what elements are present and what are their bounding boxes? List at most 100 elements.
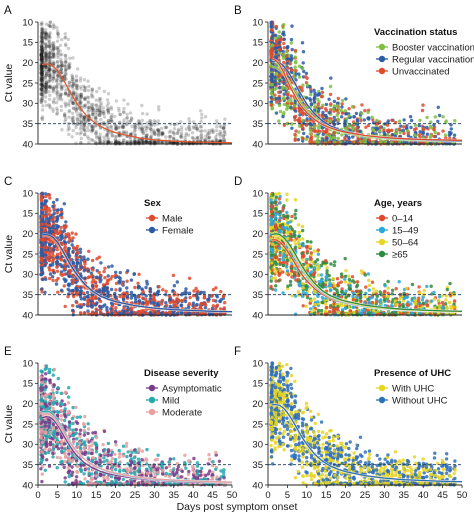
data-point — [275, 50, 278, 53]
panel-letter: A — [4, 5, 12, 17]
data-point — [72, 246, 75, 249]
data-point — [43, 259, 46, 262]
data-point — [177, 129, 180, 132]
data-point — [320, 309, 323, 312]
data-point — [83, 129, 86, 132]
data-point — [294, 118, 297, 121]
data-point — [144, 286, 147, 289]
data-point — [130, 296, 133, 299]
data-point — [351, 105, 354, 108]
data-point — [55, 256, 58, 259]
data-point — [285, 50, 288, 53]
data-point — [223, 118, 226, 121]
data-point — [375, 140, 378, 143]
data-point — [434, 115, 437, 118]
data-point — [41, 214, 44, 217]
data-point — [298, 231, 301, 234]
data-point — [52, 87, 55, 90]
data-point — [215, 125, 218, 128]
data-point — [278, 86, 281, 89]
data-point — [180, 125, 183, 128]
data-point — [290, 215, 293, 218]
data-point — [152, 295, 155, 298]
data-point — [275, 100, 278, 103]
data-point — [39, 83, 42, 86]
data-point — [78, 255, 81, 258]
data-point — [82, 85, 85, 88]
data-point — [320, 95, 323, 98]
data-point — [398, 131, 401, 134]
data-point — [142, 290, 145, 293]
data-point — [125, 286, 128, 289]
data-point — [333, 140, 336, 143]
data-point — [188, 296, 191, 299]
data-point — [48, 68, 51, 71]
data-point — [75, 78, 78, 81]
data-point — [122, 110, 125, 113]
data-point — [49, 25, 52, 28]
data-point — [68, 84, 71, 87]
data-point — [283, 38, 286, 41]
data-point — [199, 109, 202, 112]
data-point — [63, 284, 66, 287]
data-point — [410, 119, 413, 122]
data-point — [314, 134, 317, 137]
data-point — [51, 279, 54, 282]
data-point — [200, 116, 203, 119]
data-point — [48, 231, 51, 234]
data-point — [51, 230, 54, 233]
legend-title: Sex — [144, 198, 162, 209]
data-point — [206, 298, 209, 301]
data-point — [99, 300, 102, 303]
data-point — [290, 102, 293, 105]
data-point — [80, 266, 83, 269]
data-point — [366, 111, 369, 114]
data-point — [422, 131, 425, 134]
data-point — [63, 101, 66, 104]
data-point — [298, 75, 301, 78]
data-point — [79, 114, 82, 117]
data-point — [383, 140, 386, 143]
data-point — [56, 93, 59, 96]
y-tick-label: 25 — [252, 78, 263, 89]
data-point — [298, 110, 301, 113]
data-point — [71, 81, 74, 84]
data-point — [176, 300, 179, 303]
data-point — [325, 103, 328, 106]
data-point — [297, 138, 300, 141]
data-point — [55, 282, 58, 285]
data-point — [192, 125, 195, 128]
data-point — [103, 286, 106, 289]
y-tick-label: 35 — [22, 290, 33, 301]
data-point — [115, 135, 118, 138]
data-point — [102, 106, 105, 109]
data-point — [199, 291, 202, 294]
data-point — [45, 246, 48, 249]
data-point — [277, 119, 280, 122]
data-point — [294, 137, 297, 140]
data-point — [67, 133, 70, 136]
data-point — [53, 271, 56, 274]
data-point — [199, 125, 202, 128]
data-point — [79, 79, 82, 82]
data-point — [313, 130, 316, 133]
data-point — [309, 132, 312, 135]
data-point — [44, 207, 47, 210]
data-point — [343, 120, 346, 123]
data-point — [200, 129, 203, 132]
data-point — [83, 78, 86, 81]
data-point — [59, 96, 62, 99]
data-point — [317, 126, 320, 129]
shared-x-axis-label: Days post symptom onset — [177, 501, 298, 513]
data-point — [66, 128, 69, 131]
y-tick-label: 10 — [252, 17, 263, 28]
data-point — [68, 272, 71, 275]
data-point — [274, 34, 277, 37]
data-point — [329, 85, 332, 88]
data-point — [86, 110, 89, 113]
data-point — [87, 85, 90, 88]
data-point — [83, 298, 86, 301]
data-point — [187, 306, 190, 309]
